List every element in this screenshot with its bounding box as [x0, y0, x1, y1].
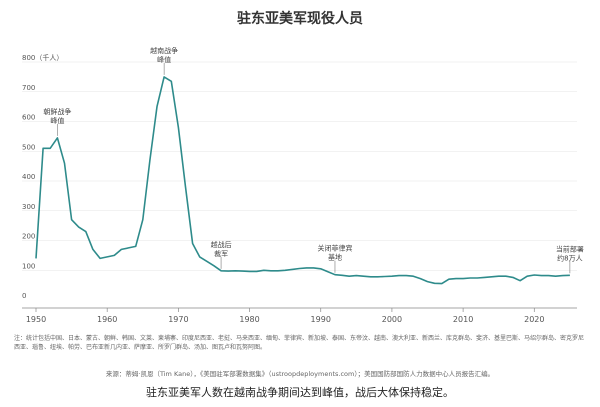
- y-tick-label: 500: [22, 143, 35, 151]
- line-chart: 0 100 200 300 400 500 600 700 800（千人） 1950 1960 19…: [22, 46, 584, 324]
- x-tick-label: 1980: [239, 315, 259, 324]
- y-tick-label: 600: [22, 114, 35, 122]
- annotation-label: 当前部署约8万人: [556, 244, 584, 262]
- annotation-label: 越南战争峰值: [150, 46, 178, 64]
- chart-note: 注：统计包括中国、日本、蒙古、朝鲜、韩国、文莱、柬埔寨、印度尼西亚、老挝、马来西…: [14, 335, 585, 351]
- y-tick-label: 300: [22, 203, 35, 211]
- y-tick-label: 100: [22, 262, 35, 270]
- y-tick-label: 200: [22, 233, 35, 241]
- annotation-label: 朝鲜战争峰值: [43, 107, 71, 125]
- series-line: [35, 76, 570, 285]
- y-tick-label: 800（千人）: [22, 53, 63, 62]
- y-tick-label: 0: [22, 292, 26, 300]
- annotation-label: 关闭菲律宾基地: [317, 244, 352, 262]
- y-tick-label: 700: [22, 84, 35, 92]
- chart-source: 来源：蒂姆·凯恩（Tim Kane），《美国驻军部署数据集》（ustroopde…: [105, 370, 495, 378]
- x-tick-label: 1950: [26, 315, 46, 324]
- x-tick-label: 2020: [524, 315, 544, 324]
- annotation-label: 越战后裁军: [211, 240, 232, 258]
- x-tick-label: 1990: [311, 315, 331, 324]
- x-tick-label: 1960: [97, 315, 117, 324]
- chart-caption: 驻东亚美军人数在越南战争期间达到峰值，战后大体保持稳定。: [146, 386, 454, 399]
- chart-title: 驻东亚美军现役人员: [237, 11, 363, 27]
- x-tick-label: 2010: [453, 315, 473, 324]
- x-tick-label: 2000: [382, 315, 402, 324]
- y-tick-label: 400: [22, 173, 35, 181]
- x-tick-label: 1970: [168, 315, 188, 324]
